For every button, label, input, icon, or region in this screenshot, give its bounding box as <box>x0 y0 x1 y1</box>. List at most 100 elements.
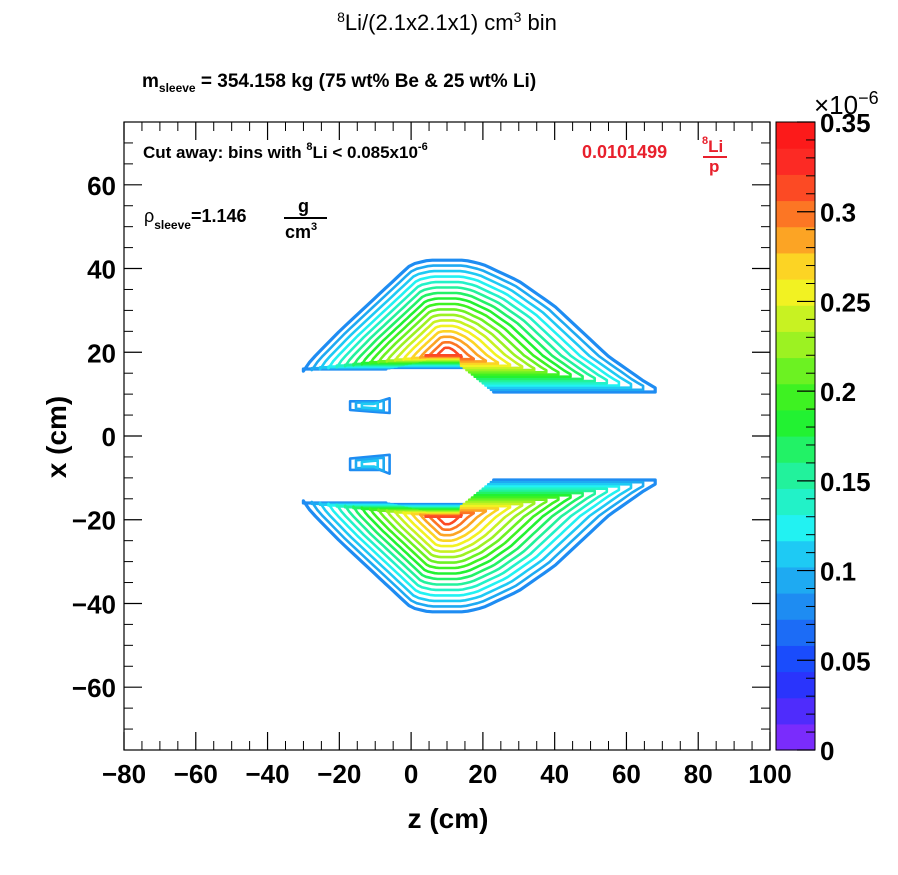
contour-line <box>377 308 548 374</box>
x-axis: −80 −60 −40 −20 0 20 40 60 80 100 <box>102 122 792 789</box>
colorbar-band <box>776 645 815 673</box>
contour-line <box>352 491 584 581</box>
contour-line <box>424 346 463 359</box>
x-tick-label: −20 <box>317 759 361 789</box>
x-tick-label: 0 <box>404 759 418 789</box>
contour-line <box>335 487 609 592</box>
contour-line <box>424 513 463 526</box>
colorbar-band <box>776 383 815 411</box>
contour-line <box>402 324 512 368</box>
contour-line <box>352 291 584 381</box>
contour-line <box>343 489 597 586</box>
colorbar-band <box>776 122 815 149</box>
yield-fraction-num: 8Li <box>702 135 723 156</box>
yield-annotation: 0.0101499 8Li p <box>582 135 727 176</box>
colorbar-band <box>776 488 815 516</box>
colorbar-band <box>776 174 815 202</box>
colorbar-band <box>776 566 815 594</box>
contour-line <box>393 319 524 370</box>
y-tick-label: −40 <box>72 589 116 619</box>
colorbar-tick-label: 0.2 <box>820 377 856 407</box>
colorbar-tick-label: 0.35 <box>820 108 871 138</box>
contour-line <box>318 482 633 603</box>
colorbar-band <box>776 148 815 175</box>
colorbar-band <box>776 436 815 463</box>
contour-line <box>335 280 609 385</box>
contour-line <box>418 509 488 537</box>
colorbar-band <box>776 305 815 332</box>
x-tick-label: 20 <box>468 759 497 789</box>
x-tick-label: 100 <box>748 759 791 789</box>
rho-fraction-den: cm3 <box>285 221 317 242</box>
contour-line <box>377 498 548 564</box>
colorbar-band <box>776 331 815 359</box>
y-tick-label: 60 <box>87 171 116 201</box>
contour-line <box>301 258 657 394</box>
cut-note: Cut away: bins with 8Li < 0.085x10-6 <box>143 141 428 162</box>
contour-line <box>310 480 645 608</box>
colorbar-band <box>776 619 815 646</box>
contour-lobe <box>354 399 386 413</box>
contour-line <box>418 335 488 363</box>
y-tick-label: 40 <box>87 255 116 285</box>
colorbar-tick-label: 0.15 <box>820 467 871 497</box>
contour-lobe <box>354 456 386 473</box>
contour-lobe <box>360 401 380 410</box>
y-tick-label: 20 <box>87 338 116 368</box>
contour-line <box>327 485 621 597</box>
contour-lines <box>301 258 657 614</box>
rho-fraction-num: g <box>298 196 309 216</box>
contour-line <box>393 502 524 553</box>
x-tick-label: −60 <box>174 759 218 789</box>
y-tick-label: −60 <box>72 673 116 703</box>
yield-value: 0.0101499 <box>582 142 667 162</box>
contour-line <box>402 504 512 548</box>
contour-line <box>385 500 536 559</box>
sleeve-mass-label: msleeve = 354.158 kg (75 wt% Be & 25 wt%… <box>142 71 536 95</box>
contour-line <box>360 297 572 379</box>
x-axis-title: z (cm) <box>408 803 489 834</box>
contour-lobe <box>360 459 380 470</box>
colorbar-band <box>776 697 815 725</box>
colorbar-exponent: ×10−6 <box>814 88 879 120</box>
x-tick-label: 80 <box>684 759 713 789</box>
colorbar-band <box>776 226 815 254</box>
contour-lobe <box>348 453 391 476</box>
x-tick-label: −40 <box>246 759 290 789</box>
colorbar-band <box>776 671 815 699</box>
contour-line <box>424 340 476 361</box>
colorbar: 0 0.05 0.1 0.15 0.2 0.25 0.3 0.35 <box>775 108 871 766</box>
colorbar-tick-label: 0.1 <box>820 557 856 587</box>
colorbar-frame <box>775 121 816 751</box>
contour-line <box>410 329 500 365</box>
colorbar-band <box>776 252 815 280</box>
contour-line <box>343 286 597 383</box>
colorbar-tick-label: 0.05 <box>820 646 871 676</box>
colorbar-tick-label: 0 <box>820 736 834 766</box>
contour-line <box>368 302 560 376</box>
colorbar-band <box>776 409 815 437</box>
chart-title: 8Li/(2.1x2.1x1) cm3 bin <box>337 9 557 35</box>
contour-line <box>410 507 500 543</box>
yield-fraction-den: p <box>709 157 719 176</box>
colorbar-band <box>776 540 815 568</box>
x-tick-label: 40 <box>540 759 569 789</box>
contour-line <box>327 275 621 387</box>
y-axis-title: x (cm) <box>41 396 72 478</box>
colorbar-band <box>776 723 815 751</box>
colorbar-tick-label: 0.25 <box>820 287 871 317</box>
density-annotation: ρsleeve=1.146 g cm3 <box>144 196 327 242</box>
x-tick-label: −80 <box>102 759 146 789</box>
contour-line <box>368 496 560 570</box>
rho-label: ρsleeve=1.146 <box>144 206 247 232</box>
y-tick-label: −20 <box>72 506 116 536</box>
colorbar-band <box>776 514 815 542</box>
colorbar-tick-label: 0.3 <box>820 198 856 228</box>
x-tick-label: 60 <box>612 759 641 789</box>
y-tick-label: 0 <box>102 422 116 452</box>
contour-line <box>424 511 476 532</box>
contour-line <box>301 478 657 614</box>
y-axis: −60 −40 −20 0 20 40 60 <box>72 142 770 730</box>
contour-line <box>360 493 572 575</box>
